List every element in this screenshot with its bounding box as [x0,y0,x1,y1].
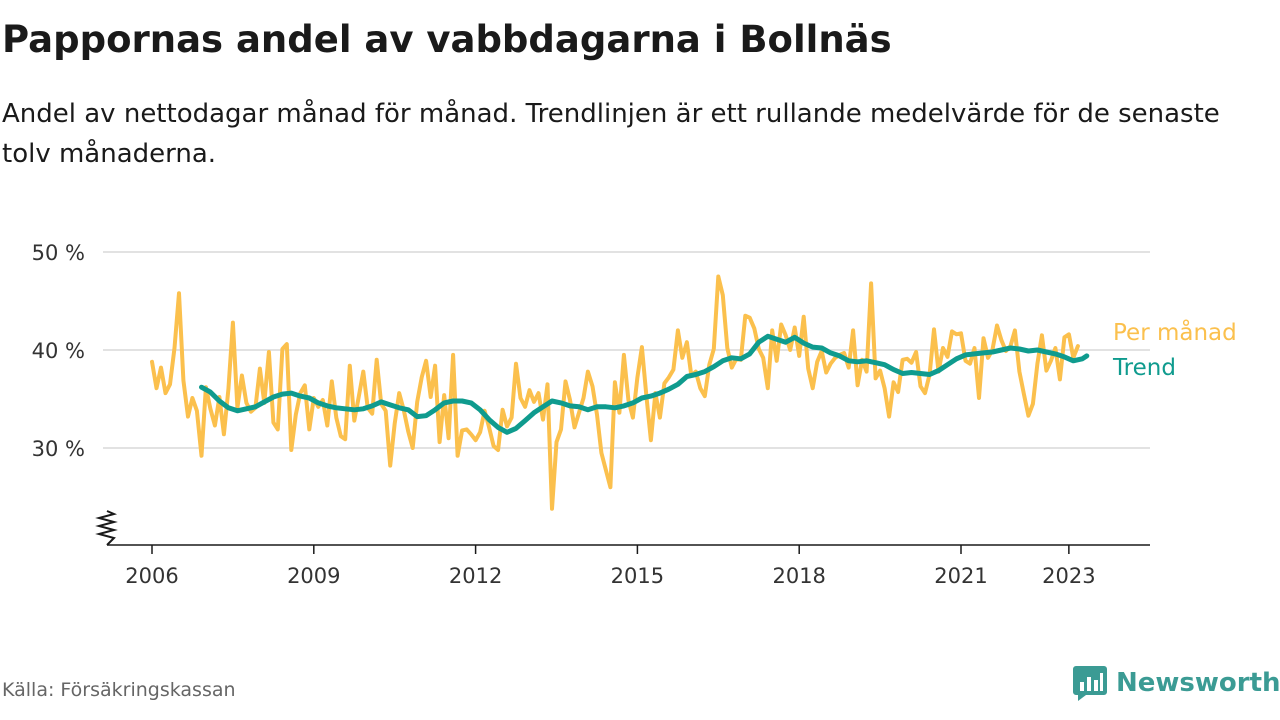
x-axis-ticks: 2006 2009 2012 2015 2018 2021 2023 [125,545,1096,588]
chart-subtitle: Andel av nettodagar månad för månad. Tre… [2,99,1220,169]
y-axis-tick-labels: 30 % 40 % 50 % [32,241,85,461]
x-tick-label: 2006 [125,564,178,588]
x-tick-label: 2018 [772,564,825,588]
series-lines [150,274,1090,511]
chart-title: Pappornas andel av vabbdagarna i Bollnäs [2,18,892,61]
brand-logo: Newsworthy [1072,664,1280,702]
x-tick-label: 2012 [449,564,502,588]
x-tick-label: 2009 [287,564,340,588]
bar-chart-speech-bubble-icon [1073,666,1107,701]
series-line-trend [199,333,1090,435]
y-tick-label: 50 % [32,241,85,265]
series-label: Per månad [1113,318,1237,346]
axis-break-icon [95,510,118,546]
x-tick-label: 2015 [611,564,664,588]
series-line-per-manad [150,274,1080,511]
y-tick-label: 40 % [32,339,85,363]
direct-labels: Per månad Trend [1112,318,1237,381]
source-note: Källa: Försäkringskassan [2,679,236,701]
x-tick-label: 2023 [1042,564,1095,588]
y-tick-label: 30 % [32,437,85,461]
brand-name: Newsworthy [1116,668,1280,698]
series-label: Trend [1112,355,1176,381]
x-tick-label: 2021 [934,564,987,588]
